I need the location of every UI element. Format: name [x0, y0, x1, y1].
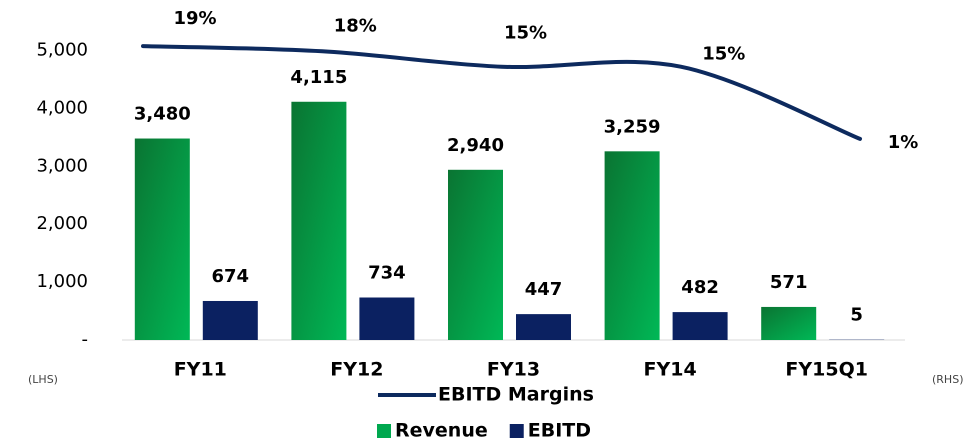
bar-label: 4,115: [290, 67, 347, 88]
x-tick-label: FY14: [644, 359, 697, 381]
bar: [134, 138, 190, 340]
legend-label: EBITD Margins: [438, 384, 594, 406]
margin-label: 15%: [702, 44, 745, 65]
bar: [516, 314, 571, 340]
bar: [761, 306, 817, 340]
margin-line: [141, 44, 862, 141]
y-axis-label: (LHS): [28, 373, 58, 386]
bar-label: 734: [368, 263, 406, 284]
y-tick-label: -: [82, 329, 89, 350]
y-tick-label: 3,000: [36, 155, 88, 176]
y-tick-label: 1,000: [36, 271, 88, 292]
y-tick-label: 4,000: [36, 97, 88, 118]
bar-label: 5: [850, 305, 863, 326]
bar-label: 3,259: [604, 116, 661, 137]
bar-label: 571: [770, 272, 808, 293]
bar-label: 482: [681, 277, 719, 298]
x-tick-label: FY11: [174, 359, 227, 381]
y2-axis-label: (RHS): [932, 373, 963, 386]
margin-label: 18%: [334, 15, 377, 36]
bar-label: 2,940: [447, 135, 504, 156]
y-tick-label: 5,000: [36, 40, 88, 61]
bar: [202, 300, 258, 340]
bar-label: 674: [212, 266, 250, 287]
bar: [604, 151, 660, 340]
margin-label: 19%: [173, 8, 216, 29]
margin-label: 15%: [504, 23, 547, 44]
y-tick-label: 2,000: [36, 213, 88, 234]
x-tick-label: FY13: [487, 359, 540, 381]
legend-swatch: [377, 424, 391, 438]
bar: [672, 312, 728, 340]
x-tick-label: FY15Q1: [785, 359, 868, 381]
bar-label: 447: [525, 279, 563, 300]
x-tick-label: FY12: [330, 359, 383, 381]
legend-swatch: [509, 424, 524, 438]
legend-label: EBITD: [528, 420, 591, 441]
margin-label: 1%: [888, 132, 919, 153]
bar: [291, 101, 347, 341]
legend-label: Revenue: [395, 420, 488, 441]
bar: [359, 297, 415, 340]
bar: [448, 169, 503, 340]
bar-label: 3,480: [134, 104, 191, 125]
